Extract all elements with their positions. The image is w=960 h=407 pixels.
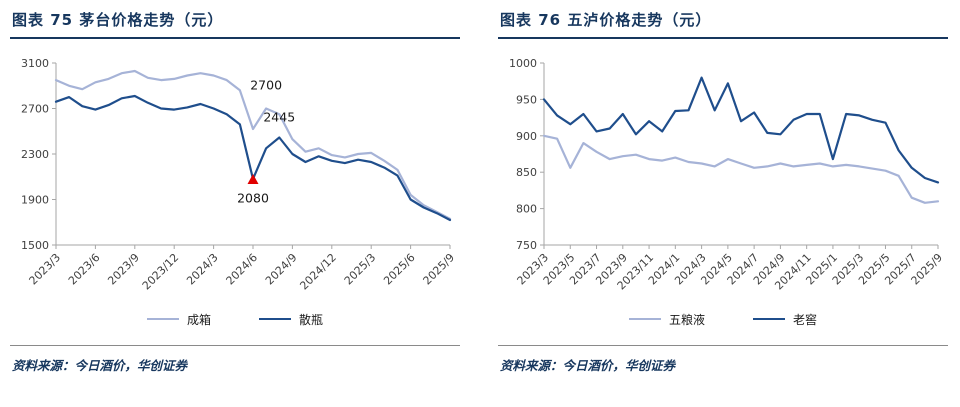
svg-text:2025/3: 2025/3 <box>342 251 379 288</box>
svg-text:2023/9: 2023/9 <box>105 251 142 288</box>
svg-text:2024/9: 2024/9 <box>263 251 300 288</box>
svg-text:1000: 1000 <box>509 57 537 70</box>
figure-75-legend: 成箱 散瓶 <box>10 309 460 329</box>
legend-item-wuliangye: 五粮液 <box>628 311 705 328</box>
svg-text:750: 750 <box>516 239 537 252</box>
figure-75-panel: 图表 75 茅台价格走势（元） 1500 1900 2300 2700 3100 2023… <box>10 10 460 374</box>
wuliangye-line-swatch <box>628 318 661 320</box>
figure-76-source-row: 资料来源：今日酒价，华创证券 <box>498 345 948 374</box>
legend-label-laojiao: 老窖 <box>793 312 818 327</box>
svg-text:2700: 2700 <box>250 78 282 93</box>
legend-label-sanping: 散瓶 <box>299 312 324 327</box>
laojiao-line-swatch <box>753 318 785 320</box>
figures-row: 图表 75 茅台价格走势（元） 1500 1900 2300 2700 3100 2023… <box>10 10 948 374</box>
svg-text:2445: 2445 <box>263 110 295 125</box>
figure-75-source-text: 资料来源：今日酒价，华创证券 <box>12 358 188 373</box>
figure-76-title-rule <box>498 37 948 39</box>
legend-item-chengxiang: 成箱 <box>146 311 211 328</box>
svg-text:800: 800 <box>516 203 537 216</box>
svg-text:2024/3: 2024/3 <box>184 251 221 288</box>
svg-text:2023/3: 2023/3 <box>27 251 64 288</box>
legend-item-sanping: 散瓶 <box>259 311 323 328</box>
svg-text:1500: 1500 <box>21 239 49 252</box>
svg-text:2023/12: 2023/12 <box>140 251 182 293</box>
legend-label-wuliangye: 五粮液 <box>668 312 705 327</box>
wulu-price-line-chart: 75080085090095010002023/32023/52023/7202… <box>509 57 945 292</box>
svg-text:900: 900 <box>516 130 537 143</box>
figure-76-source-text: 资料来源：今日酒价，华创证券 <box>500 358 676 373</box>
figure-75-source-row: 资料来源：今日酒价，华创证券 <box>10 345 460 374</box>
svg-text:850: 850 <box>516 166 537 179</box>
svg-text:2300: 2300 <box>21 148 49 161</box>
figure-75-title: 图表 75 茅台价格走势（元） <box>12 11 224 29</box>
svg-text:3100: 3100 <box>21 57 49 70</box>
svg-text:2025/9: 2025/9 <box>421 251 458 288</box>
figure-76-title: 图表 76 五泸价格走势（元） <box>500 11 712 29</box>
svg-text:2024/6: 2024/6 <box>224 251 261 288</box>
svg-text:950: 950 <box>516 93 537 106</box>
sanping-line-swatch <box>259 318 291 320</box>
svg-text:2080: 2080 <box>237 190 269 205</box>
chengxiang-line-swatch <box>146 318 179 320</box>
svg-text:2700: 2700 <box>21 103 49 116</box>
figure-76-panel: 图表 76 五泸价格走势（元） 750 800 850 900 950 1000 2023/… <box>498 10 948 374</box>
legend-label-chengxiang: 成箱 <box>186 312 211 327</box>
figure-75-title-rule <box>10 37 460 39</box>
svg-text:2023/6: 2023/6 <box>66 251 103 288</box>
svg-text:1900: 1900 <box>21 194 49 207</box>
figure-76-legend: 五粮液 老窖 <box>498 309 948 329</box>
legend-item-laojiao: 老窖 <box>753 311 817 328</box>
svg-text:2024/12: 2024/12 <box>297 251 339 293</box>
svg-text:2025/6: 2025/6 <box>381 251 418 288</box>
